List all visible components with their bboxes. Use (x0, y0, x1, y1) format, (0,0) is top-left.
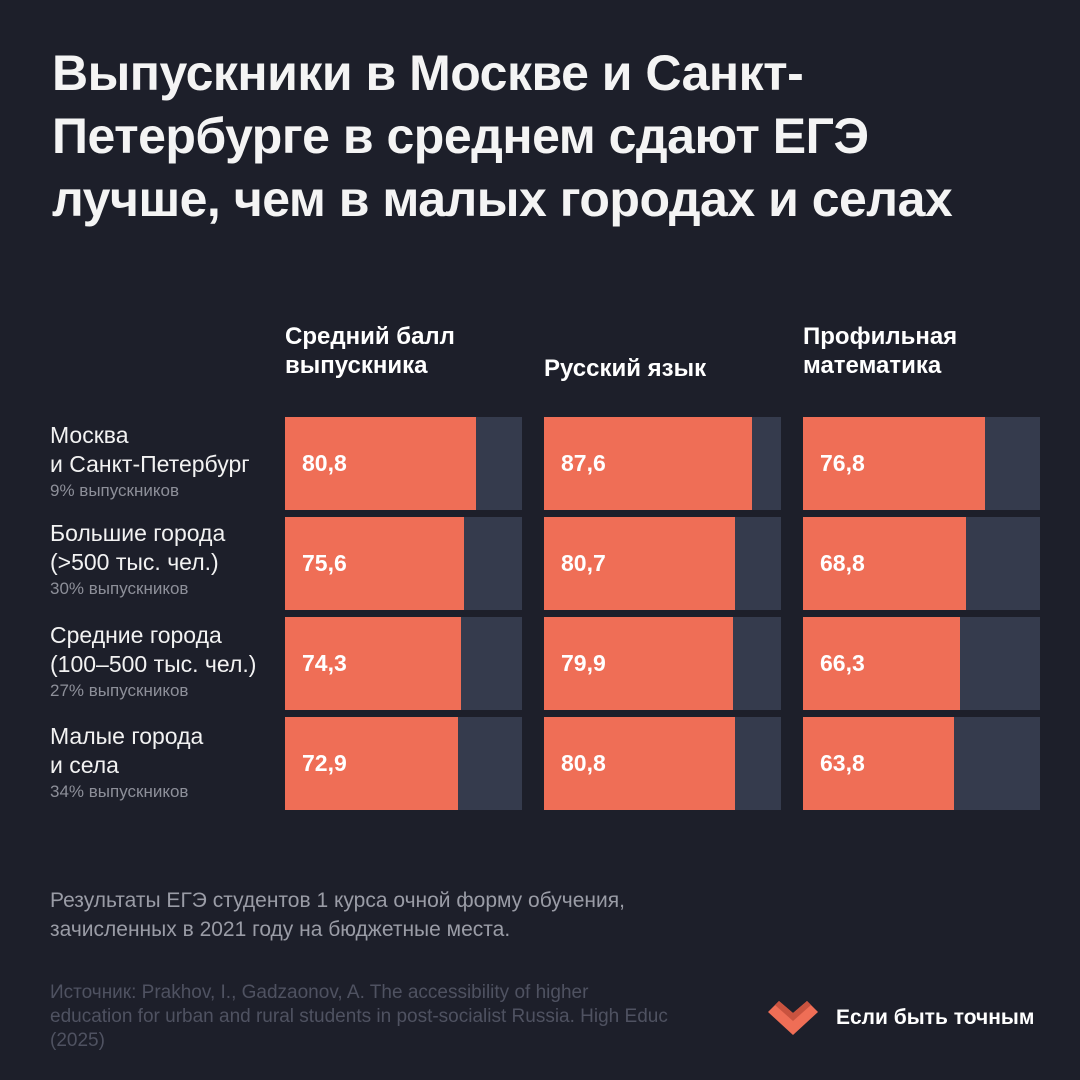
column-header-average: Средний балл выпускника (285, 322, 455, 380)
bar-average (285, 617, 461, 710)
row-label-line: (>500 тыс. чел.) (50, 549, 219, 575)
column-header-line: Профильная (803, 323, 958, 350)
bar-russian (544, 717, 735, 810)
bar-value-label: 80,7 (561, 550, 606, 576)
footnote: Результаты ЕГЭ студентов 1 курса очной ф… (50, 886, 625, 944)
source-line: (2025) (50, 1030, 105, 1051)
bar-track-average: 72,9 (285, 717, 522, 810)
bar-track-math: 66,3 (803, 617, 1040, 710)
title-line: Петербурге в среднем сдают ЕГЭ (52, 108, 869, 164)
bar-track-average: 75,6 (285, 517, 522, 610)
bar-russian (544, 517, 735, 610)
bar-track-average: 74,3 (285, 617, 522, 710)
source-line: Источник: Prakhov, I., Gadzaonov, A. The… (50, 982, 589, 1003)
bar-math (803, 517, 966, 610)
column-header-line: Средний балл (285, 323, 455, 350)
row-share: 27% выпускников (50, 681, 189, 700)
bar-value-label: 63,8 (820, 750, 865, 776)
bar-russian (544, 417, 752, 510)
bar-value-label: 87,6 (561, 450, 606, 476)
bar-value-label: 68,8 (820, 550, 865, 576)
row-share: 9% выпускников (50, 481, 179, 500)
bar-track-math: 76,8 (803, 417, 1040, 510)
bar-track-russian: 79,9 (544, 617, 781, 710)
footnote-line: Результаты ЕГЭ студентов 1 курса очной ф… (50, 889, 625, 912)
bar-average (285, 417, 476, 510)
chart-title: Выпускники в Москве и Санкт- Петербурге … (52, 42, 1052, 231)
row-label-large-cities: Большие города (>500 тыс. чел.) 30% выпу… (50, 519, 225, 601)
row-label-moscow-spb: Москва и Санкт-Петербург 9% выпускников (50, 421, 250, 503)
column-header-line: Русский язык (544, 355, 707, 382)
bar-math (803, 617, 960, 710)
bar-track-average: 80,8 (285, 417, 522, 510)
title-line: Выпускники в Москве и Санкт- (52, 45, 804, 101)
bar-value-label: 72,9 (302, 750, 347, 776)
row-label-line: Москва (50, 422, 129, 448)
source-citation: Источник: Prakhov, I., Gadzaonov, A. The… (50, 981, 668, 1053)
row-label-line: и села (50, 752, 119, 778)
row-label-small-towns: Малые города и села 34% выпускников (50, 722, 203, 804)
bar-value-label: 76,8 (820, 450, 865, 476)
bar-russian (544, 617, 733, 710)
heart-logo-icon (768, 1001, 818, 1035)
column-header-russian: Русский язык (544, 354, 706, 383)
row-label-medium-cities: Средние города (100–500 тыс. чел.) 27% в… (50, 621, 256, 703)
row-share: 34% выпускников (50, 782, 189, 801)
bar-track-math: 63,8 (803, 717, 1040, 810)
bar-value-label: 74,3 (302, 650, 347, 676)
row-label-line: Большие города (50, 520, 226, 546)
brand-name: Если быть точным (836, 1006, 1035, 1029)
column-header-line: математика (803, 352, 942, 379)
row-share: 30% выпускников (50, 579, 189, 598)
column-header-line: выпускника (285, 352, 428, 379)
row-label-line: (100–500 тыс. чел.) (50, 651, 257, 677)
title-line: лучше, чем в малых городах и селах (52, 171, 953, 227)
bar-average (285, 517, 464, 610)
bar-math (803, 417, 985, 510)
brand-logo: Если быть точным (766, 996, 1034, 1040)
footnote-line: зачисленных в 2021 году на бюджетные мес… (50, 918, 511, 941)
bar-track-russian: 87,6 (544, 417, 781, 510)
column-header-math: Профильная математика (803, 322, 957, 380)
bar-track-math: 68,8 (803, 517, 1040, 610)
row-label-line: Средние города (50, 622, 222, 648)
source-line: education for urban and rural students i… (50, 1006, 668, 1027)
bar-value-label: 79,9 (561, 650, 606, 676)
bar-track-russian: 80,7 (544, 517, 781, 610)
bar-average (285, 717, 458, 810)
bar-track-russian: 80,8 (544, 717, 781, 810)
row-label-line: и Санкт-Петербург (50, 451, 250, 477)
bar-value-label: 80,8 (302, 450, 347, 476)
bar-value-label: 66,3 (820, 650, 865, 676)
bar-math (803, 717, 954, 810)
row-label-line: Малые города (50, 723, 204, 749)
bar-value-label: 75,6 (302, 550, 347, 576)
bar-value-label: 80,8 (561, 750, 606, 776)
